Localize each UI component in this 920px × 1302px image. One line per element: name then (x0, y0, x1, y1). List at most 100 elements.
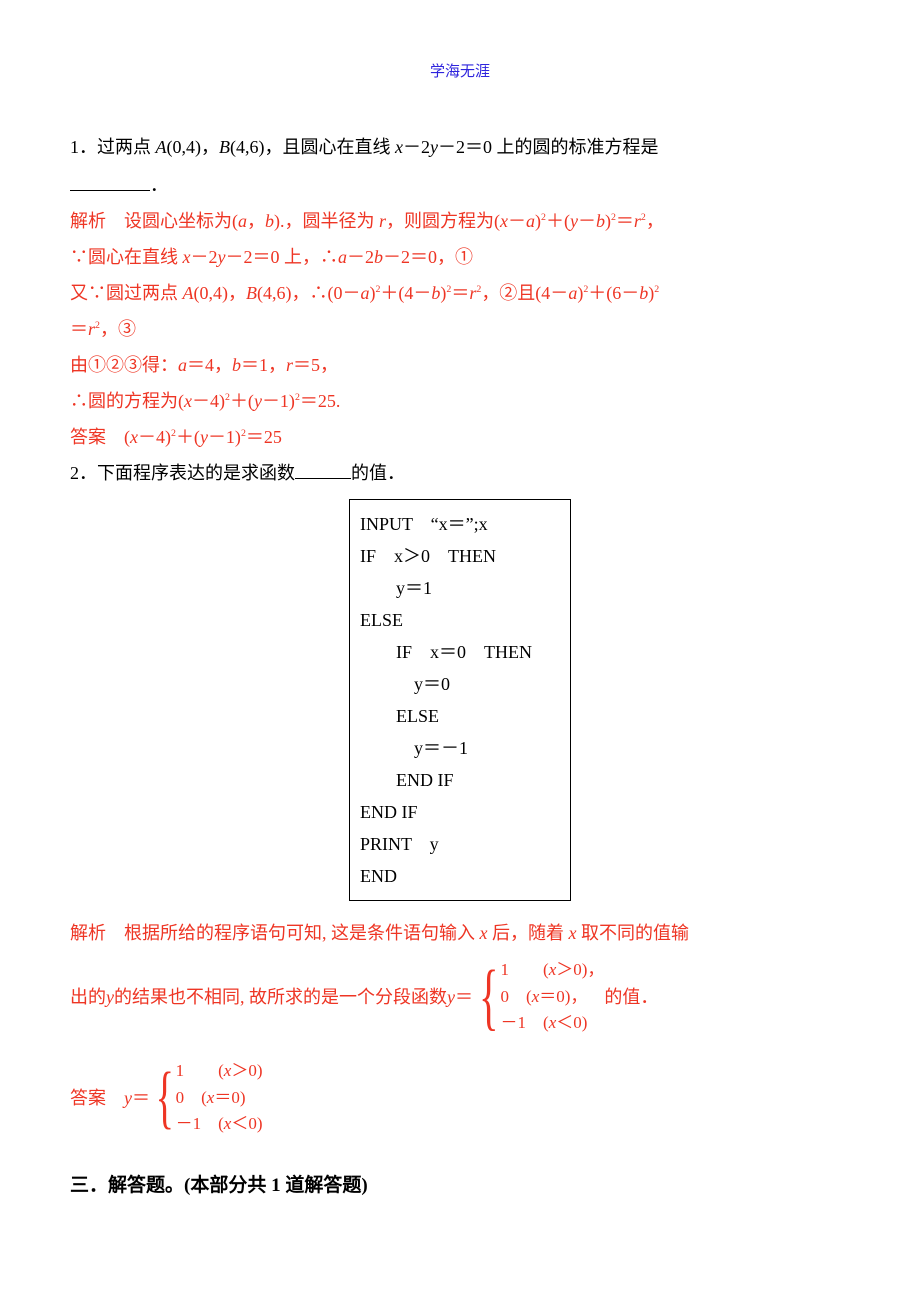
q1-answer: 答案 (x－4)2＋(y－1)2＝25 (70, 419, 850, 455)
q2-l1-a: 2．下面程序表达的是求函数 (70, 463, 295, 483)
q2-s1c: 取不同的值输 (581, 923, 689, 943)
piecewise-body-2: 1 (x＞0) 0 (x＝0) －1 (x＜0) (176, 1058, 263, 1137)
q1-s1-g: ＋( (546, 211, 570, 231)
q1-s3-g: ＝ (451, 283, 469, 303)
q1-s6-d: －1) (262, 391, 295, 411)
q1-a-e: ＝25 (246, 427, 282, 447)
ans-label: 答案 (70, 427, 106, 447)
pw2-l1: 1 (x＞0) (176, 1058, 263, 1084)
pw1-l1a: 1 ( (501, 960, 549, 979)
sym-b2: b (596, 211, 605, 231)
sym-r2: r (634, 211, 641, 231)
q1-s3-a: 又∵圆过两点 (70, 283, 183, 303)
q1-s3-b: (0,4)， (194, 283, 247, 303)
sym-a6: a (178, 355, 187, 375)
q1-blank-line: ． (70, 167, 850, 203)
sym-b5: b (639, 283, 648, 303)
pw1-l2b: ＝0)， (539, 987, 587, 1006)
code-line-4: ELSE (360, 604, 560, 636)
q1-s2-c: －2＝0 上，∴ (226, 247, 339, 267)
q2-s2a: 出的 (70, 979, 106, 1015)
q2-s2c: ＝ (455, 979, 473, 1015)
sym-b3: b (374, 247, 383, 267)
pw2-l3: －1 (x＜0) (176, 1111, 263, 1137)
q1-s1-k: ， (646, 211, 664, 231)
sym-a5: a (568, 283, 577, 303)
sym-y: y (430, 137, 438, 157)
pw1-l1b: ＞0)， (556, 960, 604, 979)
sym-y7: y (447, 979, 455, 1015)
sym-y4: y (254, 391, 262, 411)
q1-s5-b: ＝4， (187, 355, 232, 375)
q1-s5-a: 由①②③得： (70, 355, 178, 375)
q1-s2-d: －2 (347, 247, 374, 267)
q1-s1-a: 设圆心坐标为( (106, 211, 238, 231)
q1-s4-a: ＝ (70, 319, 88, 339)
pw1-l3: －1 (x＜0) (501, 1010, 605, 1036)
sym-r: r (379, 211, 386, 231)
q1-s6-b: －4) (192, 391, 225, 411)
q1-sol-line4: ＝r2，③ (70, 311, 850, 347)
pw2-l1a: 1 ( (176, 1061, 224, 1080)
left-brace-icon-2: { (156, 1058, 174, 1137)
q1-s6-e: ＝25. (300, 391, 341, 411)
q1-s1-b: ， (247, 211, 265, 231)
q1-s6-c: ＋( (230, 391, 254, 411)
sym-x6: x (475, 923, 492, 943)
sym-x7: x (564, 923, 581, 943)
sym-a3: a (338, 247, 347, 267)
sym-A: A (156, 137, 167, 157)
q1-s1-c: ).，圆半径为 (274, 211, 379, 231)
sym-r5: r (286, 355, 293, 375)
sym-x4: x (184, 391, 192, 411)
q2-s1b: 后，随着 (492, 923, 564, 943)
code-line-3: y＝1 (360, 572, 560, 604)
q2-s2b: 的结果也不相同, 故所求的是一个分段函数 (114, 979, 447, 1015)
q1-line1: 1．过两点 A(0,4)，B(4,6)，且圆心在直线 x－2y－2＝0 上的圆的… (70, 129, 850, 165)
code-line-5: IF x＝0 THEN (360, 636, 560, 668)
sym-a: a (238, 211, 247, 231)
code-line-7: ELSE (360, 700, 560, 732)
q1-l1-d: －2 (403, 137, 430, 157)
sym-y8: y (124, 1080, 132, 1116)
code-line-8: y＝－1 (360, 732, 560, 764)
q2-l1-b: 的值． (351, 463, 405, 483)
code-line-11: PRINT y (360, 828, 560, 860)
sym-b6: b (232, 355, 241, 375)
sym-x: x (395, 137, 403, 157)
q1-sol-line2: ∵圆心在直线 x－2y－2＝0 上，∴a－2b－2＝0，① (70, 239, 850, 275)
q1-s2-a: ∵圆心在直线 (70, 247, 183, 267)
piecewise-body-1: 1 (x＞0)， 0 (x＝0)， －1 (x＜0) (501, 957, 605, 1036)
pw1-l3b: ＜0) (556, 1013, 587, 1032)
sym-x2: x (500, 211, 508, 231)
sym-x3: x (183, 247, 191, 267)
answer-blank (70, 171, 150, 191)
sym-y2: y (570, 211, 578, 231)
q1-s1-j: ＝ (616, 211, 634, 231)
q1-sol-line6: ∴圆的方程为(x－4)2＋(y－1)2＝25. (70, 383, 850, 419)
q2-s1: 根据所给的程序语句可知, 这是条件语句输入 (106, 923, 475, 943)
q1-l1-c: (4,6)，且圆心在直线 (230, 137, 395, 157)
sym-a2: a (526, 211, 535, 231)
q1-a-d: －1) (208, 427, 241, 447)
sup2-8: 2 (654, 284, 659, 295)
piecewise-function-1: { 1 (x＞0)， 0 (x＝0)， －1 (x＜0) (473, 957, 604, 1036)
q1-sol-line1: 解析 设圆心坐标为(a，b).，圆半径为 r，则圆方程为(x－a)2＋(y－b)… (70, 203, 850, 239)
q1-s1-h: － (578, 211, 596, 231)
piecewise-function-2: { 1 (x＞0) 0 (x＝0) －1 (x＜0) (150, 1058, 263, 1137)
q1-l1-a: 1．过两点 (70, 137, 156, 157)
code-line-10: END IF (360, 796, 560, 828)
code-line-2: IF x＞0 THEN (360, 540, 560, 572)
pw2-l2b: ＝0) (214, 1088, 245, 1107)
q2-line1: 2．下面程序表达的是求函数 的值． (70, 455, 850, 491)
program-code-box: INPUT “x＝”;x IF x＞0 THEN y＝1 ELSE IF x＝0… (349, 499, 571, 901)
code-line-9: END IF (360, 764, 560, 796)
sym-y5: y (200, 427, 208, 447)
sym-y6: y (106, 979, 114, 1015)
sym-x5: x (130, 427, 138, 447)
q1-s1-d: ，则圆方程为( (386, 211, 500, 231)
q2-s2-tail: 的值． (604, 979, 658, 1015)
q1-s3-e: ＋(4－ (380, 283, 431, 303)
code-line-12: END (360, 860, 560, 892)
q1-l1-b: (0,4)， (167, 137, 220, 157)
